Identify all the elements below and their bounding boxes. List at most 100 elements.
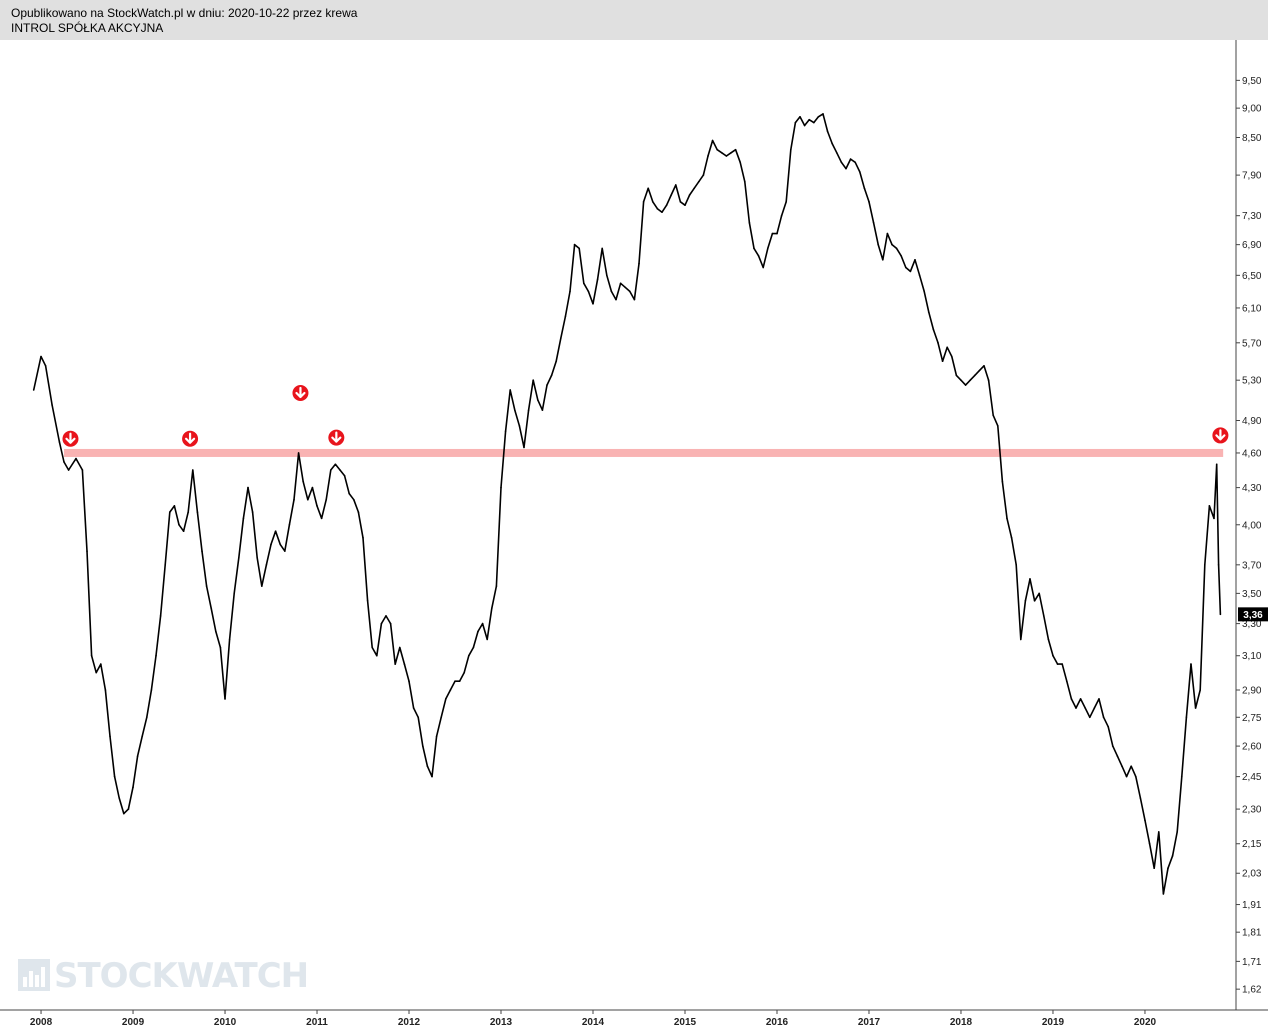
y-tick-label: 7,90 bbox=[1242, 171, 1262, 182]
price-point bbox=[454, 680, 456, 683]
price-point bbox=[302, 480, 305, 483]
price-point bbox=[1052, 654, 1054, 657]
price-point bbox=[274, 530, 277, 533]
x-tick-label: 2008 bbox=[30, 1017, 53, 1028]
price-point bbox=[1088, 716, 1091, 719]
price-point bbox=[812, 121, 815, 124]
price-point bbox=[81, 469, 84, 471]
price-point bbox=[1075, 707, 1077, 709]
price-point bbox=[1015, 564, 1017, 566]
price-point bbox=[854, 161, 856, 164]
price-point bbox=[1111, 745, 1114, 747]
price-point bbox=[748, 221, 751, 224]
last-price-label: 3,36 bbox=[1243, 610, 1263, 621]
price-point bbox=[1215, 463, 1218, 466]
x-tick-label: 2010 bbox=[214, 1017, 237, 1028]
price-point bbox=[794, 121, 797, 124]
price-point bbox=[900, 255, 902, 257]
price-point bbox=[307, 498, 309, 501]
stockwatch-watermark: STOCKWATCH bbox=[18, 956, 309, 996]
price-point bbox=[651, 201, 654, 203]
price-point bbox=[624, 286, 627, 289]
price-point bbox=[251, 511, 254, 513]
y-tick-label: 9,50 bbox=[1242, 76, 1262, 87]
price-point bbox=[1010, 536, 1013, 539]
price-point bbox=[891, 243, 893, 246]
price-point bbox=[362, 536, 364, 539]
last-price-badge-layer: 3,36 bbox=[1238, 607, 1268, 622]
y-tick-label: 7,30 bbox=[1242, 211, 1262, 222]
price-point bbox=[978, 369, 981, 372]
price-point bbox=[169, 511, 171, 513]
price-point bbox=[187, 511, 190, 513]
price-point bbox=[1102, 716, 1105, 719]
sell-signal-arrow-icon bbox=[292, 385, 309, 402]
price-point bbox=[150, 689, 153, 691]
price-point bbox=[1153, 867, 1155, 870]
x-tick-label: 2016 bbox=[766, 1017, 789, 1028]
sell-signal-arrow bbox=[1215, 429, 1226, 441]
price-point bbox=[932, 328, 935, 331]
price-point bbox=[881, 258, 884, 261]
stockwatch-logo-icon bbox=[18, 959, 50, 991]
price-point bbox=[394, 663, 397, 665]
price-point bbox=[799, 115, 801, 118]
price-point bbox=[509, 389, 512, 391]
price-point bbox=[173, 505, 176, 507]
price-point bbox=[688, 194, 691, 196]
price-point bbox=[58, 441, 61, 443]
price-point bbox=[422, 745, 424, 747]
x-tick-label: 2015 bbox=[674, 1017, 697, 1028]
sell-signal-arrow bbox=[65, 432, 76, 444]
price-point bbox=[578, 247, 581, 250]
price-point bbox=[412, 707, 415, 709]
price-point bbox=[1130, 765, 1132, 768]
x-axis: 2008 2009 2010 2011 2012 2013 2014 2015 2016 2017… bbox=[30, 1010, 1157, 1028]
price-point bbox=[449, 689, 452, 691]
x-tick-label: 2018 bbox=[950, 1017, 973, 1028]
price-point bbox=[256, 557, 259, 559]
price-point bbox=[141, 735, 144, 738]
price-point bbox=[656, 207, 659, 210]
price-point bbox=[353, 498, 355, 501]
price-point bbox=[863, 187, 866, 190]
sell-signal-arrow-icon bbox=[182, 430, 199, 447]
price-point bbox=[1056, 663, 1059, 665]
price-point bbox=[426, 765, 429, 768]
price-point bbox=[573, 243, 576, 246]
price-point bbox=[1125, 775, 1128, 778]
price-point bbox=[1219, 613, 1222, 616]
price-point bbox=[196, 511, 199, 513]
price-point bbox=[918, 274, 921, 277]
price-point bbox=[992, 414, 994, 417]
price-point bbox=[75, 457, 77, 460]
y-tick-label: 1,62 bbox=[1242, 985, 1262, 996]
price-point bbox=[316, 505, 318, 507]
price-point bbox=[753, 247, 755, 250]
price-point bbox=[707, 155, 709, 157]
price-point bbox=[1024, 599, 1027, 602]
price-point bbox=[463, 671, 466, 674]
price-point bbox=[1084, 707, 1086, 709]
price-point bbox=[730, 152, 732, 154]
price-point bbox=[1203, 564, 1206, 566]
price-point bbox=[1157, 831, 1160, 833]
price-point bbox=[996, 424, 999, 427]
price-point bbox=[293, 498, 295, 501]
price-point bbox=[270, 543, 272, 546]
y-tick-label: 8,50 bbox=[1242, 133, 1262, 144]
price-point bbox=[822, 113, 824, 115]
price-point bbox=[1047, 638, 1050, 641]
price-point bbox=[914, 258, 916, 261]
price-chart[interactable]: 9,50 9,00 8,50 7,90 7,30 6,90 6,50 6,10 5,70 5,30… bbox=[0, 40, 1268, 1030]
price-point bbox=[633, 298, 636, 301]
price-point bbox=[228, 638, 231, 641]
y-tick-label: 2,30 bbox=[1242, 805, 1262, 816]
y-tick-label: 1,81 bbox=[1242, 928, 1262, 939]
price-point bbox=[1065, 680, 1068, 683]
price-point bbox=[895, 247, 898, 250]
price-point bbox=[63, 461, 65, 463]
price-point bbox=[628, 290, 631, 293]
price-point bbox=[486, 638, 489, 641]
price-point bbox=[210, 607, 213, 610]
